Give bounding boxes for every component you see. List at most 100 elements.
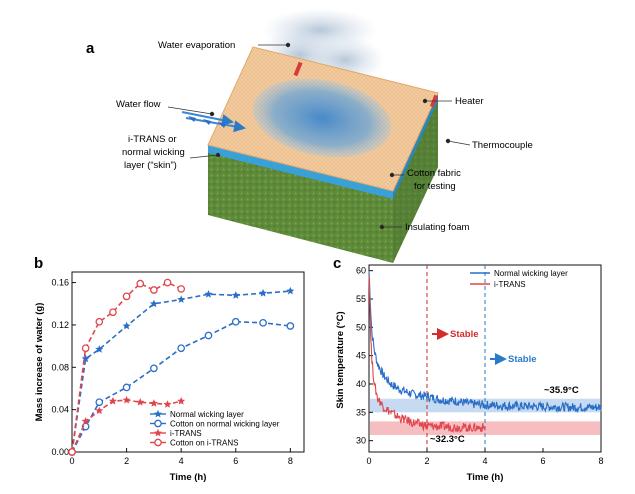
panel-b-ytick-label: 0.12 (51, 320, 69, 330)
panel-a-schematic: a (86, 8, 533, 263)
panel-b-point-3 (109, 308, 117, 317)
panel-b-xtick-label: 8 (288, 456, 293, 466)
panel-b-point-2 (177, 397, 186, 405)
panel-b-point-3 (177, 285, 186, 293)
panel-b-legend-label: i-TRANS (170, 429, 202, 438)
panel-b-xtick-label: 2 (124, 456, 129, 466)
panel-c-ytick-label: 45 (356, 351, 366, 361)
insulating-foam-block (208, 100, 438, 263)
panel-b-legend-label: Normal wicking layer (170, 410, 244, 419)
panel-b-xlabel: Time (h) (170, 472, 207, 483)
panel-c-xtick-label: 6 (540, 456, 545, 466)
panel-b-legend-marker (154, 409, 162, 418)
panel-b-ytick-label: 0.16 (51, 278, 69, 288)
label-cotton-line2: for testing (414, 181, 456, 192)
label-insulating-foam: Insulating foam (405, 222, 470, 233)
panel-b-point-2 (149, 399, 158, 407)
panel-b-point-1 (259, 318, 267, 327)
panel-b-point-3 (122, 292, 131, 301)
panel-c-chart: c 0 2 4 6 8 30 35 40 45 50 55 60 Stable Stable ~35.… (333, 255, 604, 483)
panel-b-point-2 (163, 400, 172, 408)
panel-c-xtick-label: 0 (366, 456, 371, 466)
panel-b-point-0 (231, 291, 240, 299)
label-skin-layer-line2: normal wicking (122, 147, 185, 158)
panel-c-ticks: 0 2 4 6 8 30 35 40 45 50 55 60 (356, 266, 604, 466)
panel-c-series-line-1 (368, 275, 486, 434)
panel-b-point-0 (177, 295, 186, 303)
temp-label-red: ~32.3°C (430, 434, 465, 445)
panel-b-point-3 (163, 278, 172, 287)
panel-b-series-line-0 (71, 290, 291, 453)
stable-label-red: Stable (450, 329, 479, 340)
panel-c-series (368, 270, 602, 434)
panel-b-legend-marker (154, 428, 162, 437)
panel-b-point-1 (177, 344, 186, 353)
panel-b-point-3 (95, 317, 104, 326)
callout-lines (167, 42, 471, 230)
panel-c-ytick-label: 50 (356, 322, 366, 332)
stable-label-blue: Stable (508, 354, 537, 365)
panel-c-ytick-label: 60 (356, 266, 366, 276)
panel-b-point-0 (149, 299, 158, 308)
panel-b-chart: b 0 2 4 6 8 0.00 0.04 0.08 0.12 0.16 Time (h) Mas… (34, 255, 305, 483)
panel-b-legend-marker (154, 438, 162, 447)
panel-b-point-0 (122, 321, 131, 330)
panel-b-plot-frame (71, 271, 305, 453)
panel-c-annotations: Stable Stable ~35.9°C ~32.3°C (430, 329, 579, 445)
label-heater: Heater (455, 96, 484, 107)
panel-b-ytick-label: 0.04 (51, 405, 69, 415)
heater-tab (293, 61, 303, 77)
panel-c-legend: Normal wicking layer i-TRANS (470, 269, 568, 289)
panel-b-point-0 (204, 290, 213, 298)
panel-c-legend-label: Normal wicking layer (494, 269, 568, 278)
panel-b-legend-marker (154, 419, 162, 428)
panel-b-xtick-label: 6 (233, 456, 238, 466)
label-skin-layer-line3: layer (“skin”) (124, 160, 177, 171)
label-water-evaporation: Water evaporation (158, 40, 235, 51)
panel-b-point-1 (122, 383, 131, 392)
panel-b-xtick-label: 4 (179, 456, 184, 466)
panel-a-letter: a (86, 40, 95, 57)
temp-label-blue: ~35.9°C (544, 385, 579, 396)
panel-b-ytick-label: 0.08 (51, 362, 69, 372)
label-water-flow: Water flow (116, 99, 161, 110)
panel-b-point-3 (136, 279, 145, 288)
panel-c-xtick-label: 2 (424, 456, 429, 466)
panel-b-point-1 (150, 364, 158, 373)
panel-c-legend-label: i-TRANS (494, 280, 526, 289)
panel-b-point-3 (68, 448, 76, 456)
panel-b-point-0 (95, 345, 104, 353)
panel-b-ylabel: Mass increase of water (g) (34, 303, 45, 422)
skin-layer (208, 93, 438, 199)
panel-b-ytick-label: 0.00 (51, 447, 69, 457)
panel-c-stable-bands (370, 265, 600, 452)
panel-b-point-1 (286, 322, 295, 330)
panel-b-point-3 (150, 286, 158, 294)
panel-b-legend-label: Cotton on i-TRANS (170, 439, 238, 448)
panel-b-series (68, 278, 295, 456)
panel-c-xlabel: Time (h) (467, 472, 504, 483)
panel-c-ytick-label: 55 (356, 294, 366, 304)
panel-c-ytick-label: 40 (356, 379, 366, 389)
label-skin-layer-line1: i-TRANS or (128, 134, 177, 145)
water-spot (252, 78, 392, 158)
panel-b-series-line-1 (71, 320, 291, 453)
panel-b-point-2 (95, 406, 104, 415)
panel-b-point-2 (136, 398, 145, 406)
panel-b-point-1 (95, 398, 104, 407)
panel-c-xtick-label: 4 (482, 456, 487, 466)
panel-b-point-1 (231, 317, 240, 326)
panel-b-point-0 (259, 289, 268, 297)
panel-b-legend-label: Cotton on normal wicking layer (170, 420, 280, 429)
label-thermocouple: Thermocouple (472, 140, 533, 151)
panel-b-point-2 (81, 417, 90, 425)
panel-c-ylabel: Skin temperature (°C) (335, 311, 346, 408)
panel-b-point-1 (204, 331, 213, 340)
panel-c-ytick-label: 35 (356, 407, 366, 417)
panel-b-xtick-label: 0 (69, 456, 74, 466)
panel-b-point-3 (81, 344, 90, 353)
panel-b-point-0 (286, 286, 295, 295)
label-cotton-line1: Cotton fabric (407, 168, 461, 179)
